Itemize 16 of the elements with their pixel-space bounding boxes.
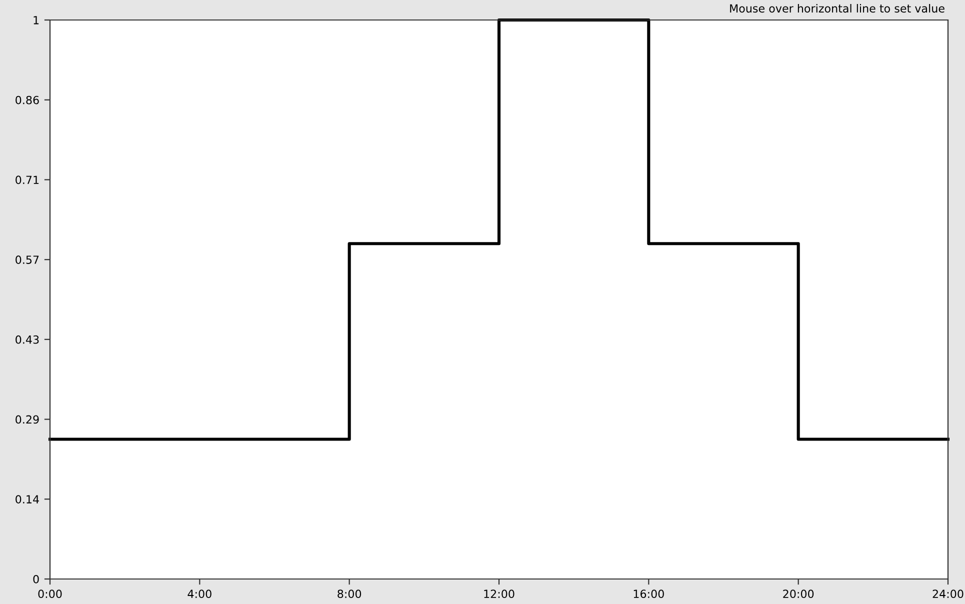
text: Mouse over horizontal line to set value: [730, 4, 944, 13]
x-tick-label: 4:00: [188, 590, 212, 598]
y-tick-label: 0.14: [16, 495, 39, 504]
y-tick-label: 0.71: [16, 176, 39, 184]
y-tick-label: 0.29: [16, 415, 39, 424]
x-tick-label: 8:00: [338, 590, 362, 598]
y-tick-label: 0.57: [16, 256, 39, 264]
y-tick-label: 0.43: [16, 335, 39, 344]
x-tick-label: 12:00: [484, 590, 514, 598]
x-tick-label: 0:00: [38, 590, 62, 598]
x-tick-label: 16:00: [634, 590, 664, 598]
y-tick-label: 0: [33, 574, 39, 584]
y-tick-label: 1: [34, 16, 39, 24]
y-tick-label: 0.86: [16, 96, 39, 104]
x-tick-label: 24:00: [932, 590, 964, 598]
x-tick-label: 20:00: [783, 590, 814, 598]
